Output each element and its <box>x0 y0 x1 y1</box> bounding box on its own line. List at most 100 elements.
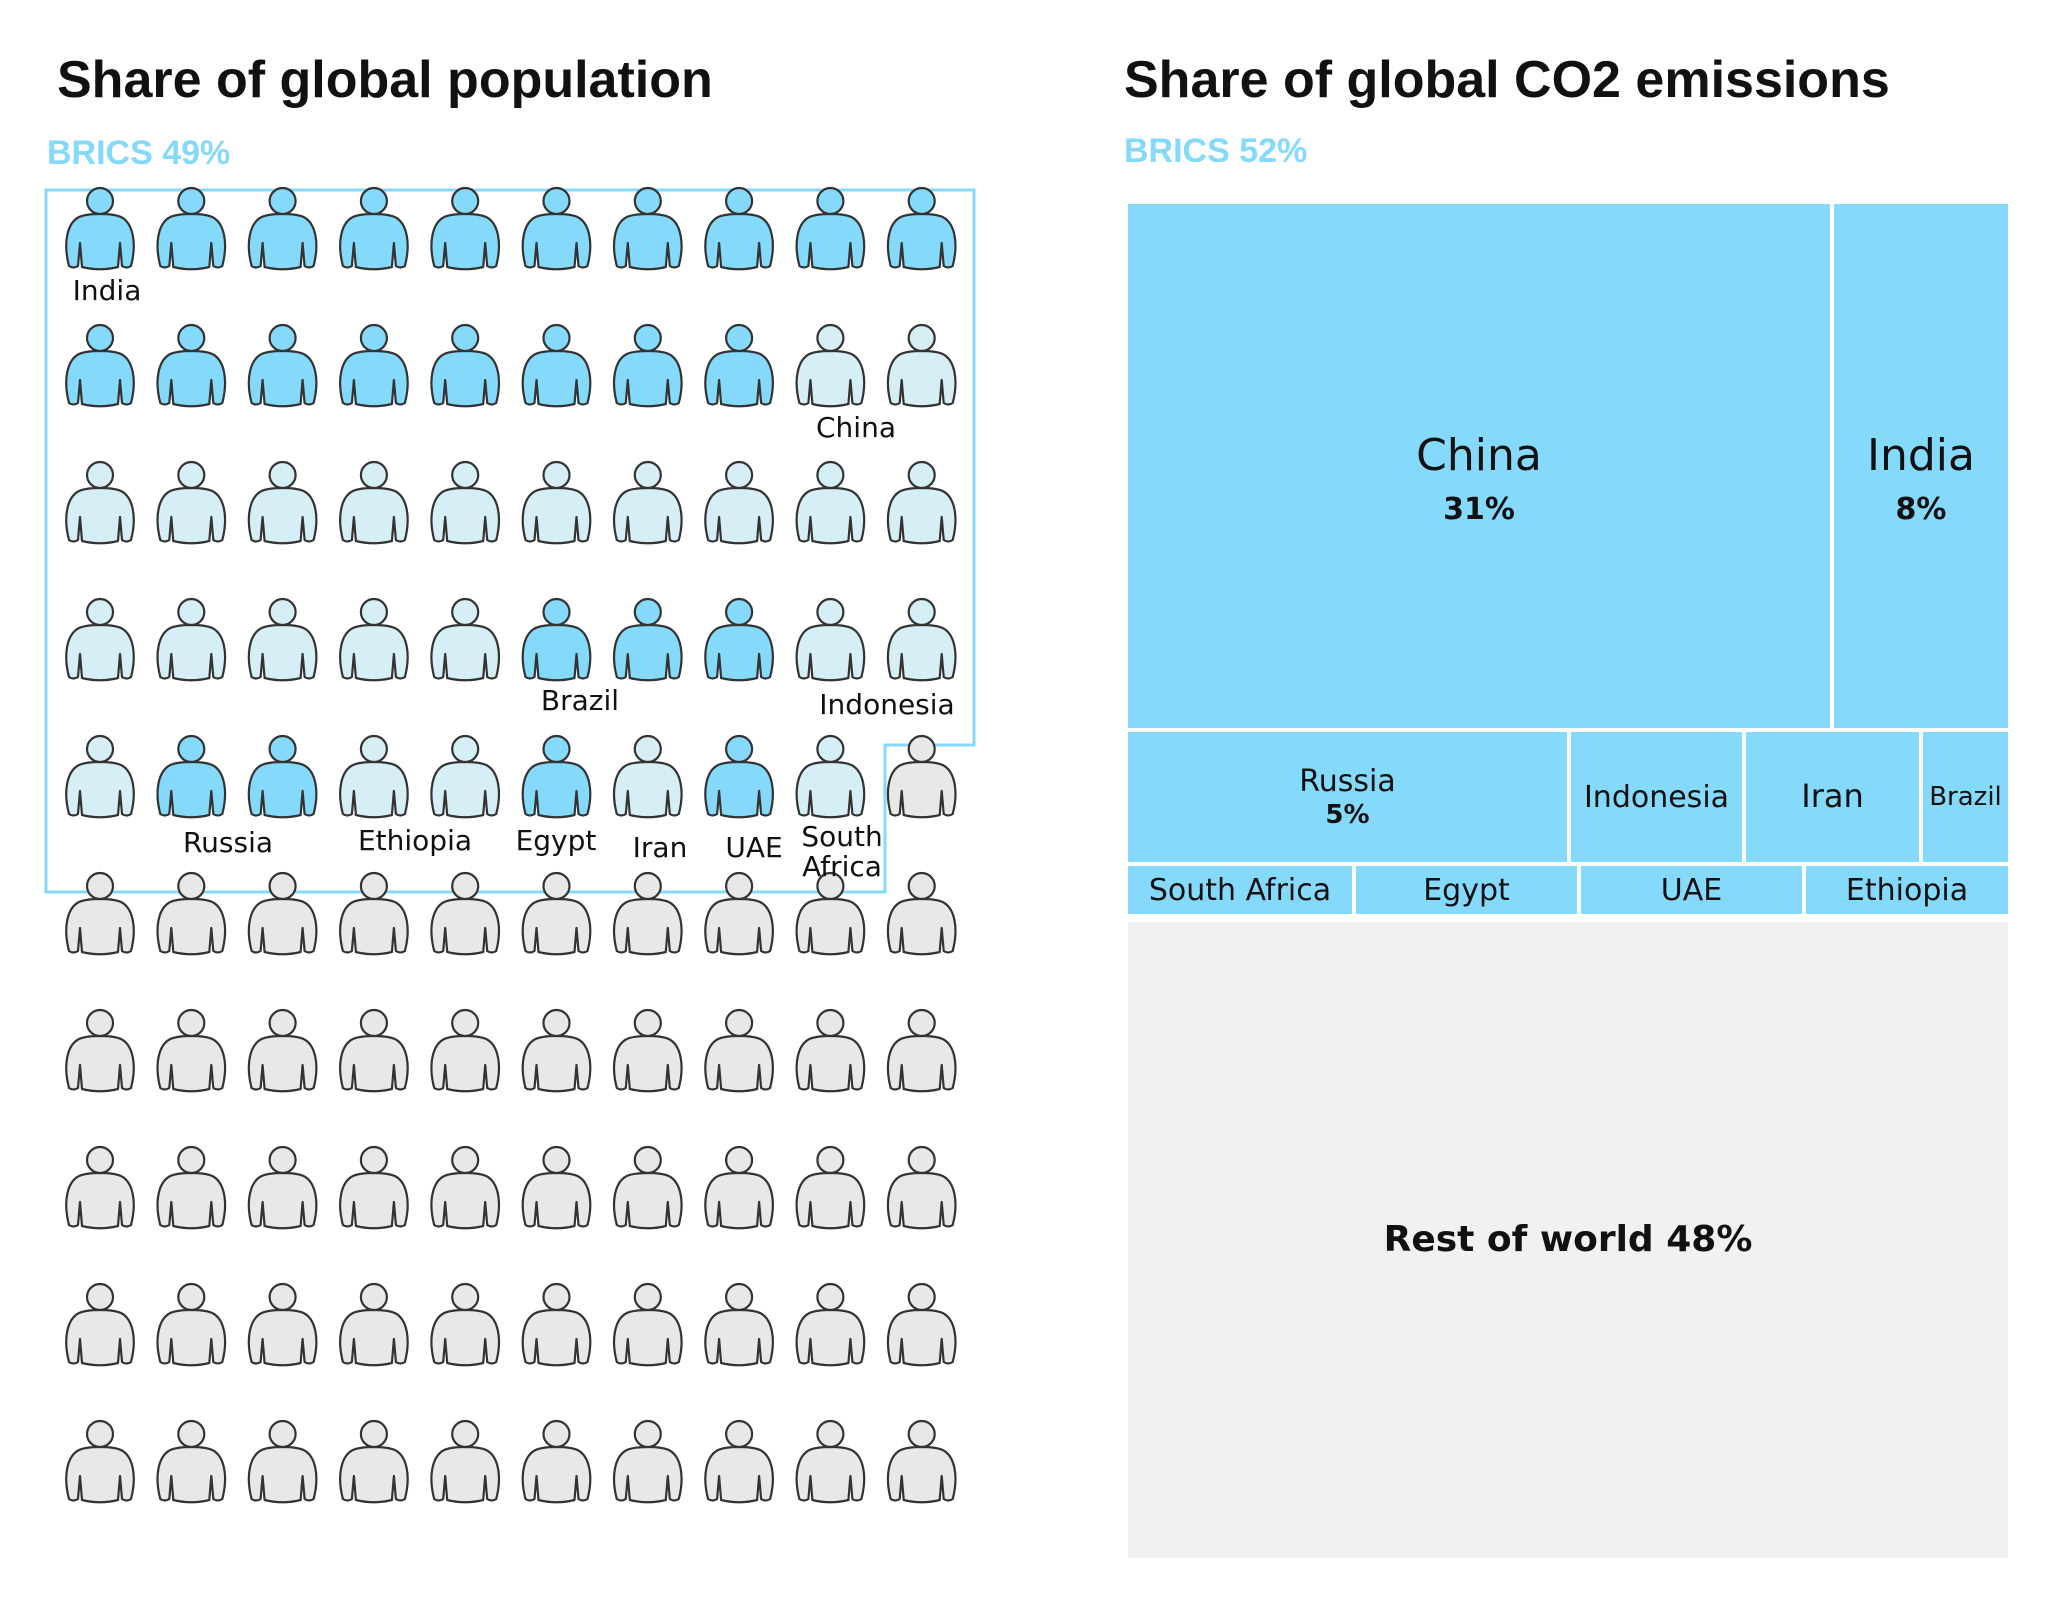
person-icon-china <box>65 734 135 819</box>
person-icon-rest-of-world <box>339 871 409 956</box>
person-icon-rest-of-world <box>65 871 135 956</box>
pictogram-label-india: India <box>73 274 142 307</box>
person-icon-rest-of-world <box>430 1008 500 1093</box>
treemap-name-india: India <box>1867 430 1975 481</box>
treemap-name-brazil: Brazil <box>1929 781 2002 812</box>
person-icon-rest-of-world <box>339 1008 409 1093</box>
person-icon-india <box>886 186 957 271</box>
person-icon-india <box>430 186 500 271</box>
treemap-name-egypt: Egypt <box>1423 872 1510 908</box>
person-icon-rest-of-world <box>886 1008 957 1093</box>
person-icon-china <box>430 597 500 682</box>
person-icon-rest-of-world <box>65 1145 135 1230</box>
treemap-label-egypt: Egypt <box>1356 866 1577 914</box>
person-icon-egypt <box>521 734 592 819</box>
pictogram-label-brazil: Brazil <box>541 684 619 717</box>
treemap-label-south-africa: South Africa <box>1128 866 1352 914</box>
person-icon-russia <box>247 734 318 819</box>
person-icon-brazil <box>704 597 774 682</box>
person-icon-china <box>795 323 866 408</box>
person-icon-rest-of-world <box>65 1008 135 1093</box>
person-icon-india <box>247 323 318 408</box>
treemap-label-indonesia: Indonesia <box>1571 732 1742 862</box>
person-icon-indonesia <box>886 597 957 682</box>
person-icon-china <box>65 597 135 682</box>
pictogram-label-iran: Iran <box>633 831 688 864</box>
person-icon-uae <box>704 734 774 819</box>
treemap-label-rest-of-world-48: Rest of world 48% <box>1128 922 2008 1558</box>
emissions-chart-title: Share of global CO2 emissions <box>1124 51 1890 109</box>
person-icon-rest-of-world <box>156 871 227 956</box>
treemap-label-russia: Russia 5% <box>1128 732 1567 862</box>
person-icon-india <box>156 186 227 271</box>
person-icon-china <box>795 460 866 545</box>
pictogram-label-indonesia: Indonesia <box>819 688 954 721</box>
person-icon-india <box>65 323 135 408</box>
person-icon-rest-of-world <box>430 1419 500 1504</box>
treemap-label-uae: UAE <box>1581 866 1802 914</box>
pictogram-label-russia: Russia <box>183 826 273 859</box>
population-brics-subtitle: BRICS 49% <box>47 134 231 172</box>
person-icon-rest-of-world <box>886 1145 957 1230</box>
person-icon-rest-of-world <box>156 1145 227 1230</box>
pictogram-label-ethiopia: Ethiopia <box>358 824 472 857</box>
treemap-label-iran: Iran <box>1746 732 1919 862</box>
person-icon-china <box>65 460 135 545</box>
person-icon-rest-of-world <box>704 871 774 956</box>
treemap-value-india: 8% <box>1895 492 1947 528</box>
person-icon-rest-of-world <box>795 871 866 956</box>
person-icon-rest-of-world <box>795 1008 866 1093</box>
treemap-label-india: India 8% <box>1834 204 2008 728</box>
person-icon-india <box>430 323 500 408</box>
person-icon-rest-of-world <box>521 1145 592 1230</box>
person-icon-india <box>795 186 866 271</box>
person-icon-rest-of-world <box>521 1008 592 1093</box>
treemap-value-russia: 5% <box>1325 799 1370 830</box>
treemap-label-brazil: Brazil <box>1923 732 2008 862</box>
treemap-name-china: China <box>1416 430 1542 481</box>
population-chart-title: Share of global population <box>57 51 713 109</box>
person-icon-china <box>156 460 227 545</box>
person-icon-rest-of-world <box>339 1419 409 1504</box>
person-icon-rest-of-world <box>247 1008 318 1093</box>
treemap-name-rest-of-world-48: Rest of world 48% <box>1383 1219 1753 1261</box>
person-icon-rest-of-world <box>521 1419 592 1504</box>
emissions-brics-subtitle: BRICS 52% <box>1124 132 1308 170</box>
treemap-label-ethiopia: Ethiopia <box>1806 866 2008 914</box>
person-icon-india <box>339 323 409 408</box>
person-icon-iran <box>613 734 683 819</box>
person-icon-china <box>247 460 318 545</box>
person-icon-india <box>613 186 683 271</box>
person-icon-rest-of-world <box>156 1282 227 1367</box>
person-icon-rest-of-world <box>613 1008 683 1093</box>
treemap-name-ethiopia: Ethiopia <box>1845 872 1969 908</box>
person-icon-rest-of-world <box>886 1419 957 1504</box>
person-icon-rest-of-world <box>704 1008 774 1093</box>
person-icon-rest-of-world <box>430 1145 500 1230</box>
person-icon-rest-of-world <box>613 1145 683 1230</box>
treemap-name-iran: Iran <box>1801 777 1864 816</box>
person-icon-brazil <box>613 597 683 682</box>
pictogram-label-uae: UAE <box>725 831 782 864</box>
person-icon-rest-of-world <box>521 871 592 956</box>
person-icon-india <box>156 323 227 408</box>
brics-outline <box>44 188 976 894</box>
population-pictogram: India China Brazil Indonesia Russia Ethiopia E… <box>44 186 976 1504</box>
pictogram-label-china: China <box>816 411 896 444</box>
person-icon-china <box>886 460 957 545</box>
person-icon-rest-of-world <box>886 734 957 819</box>
person-icon-russia <box>156 734 227 819</box>
person-icon-india <box>704 186 774 271</box>
treemap-label-china: China 31% <box>1128 204 1830 728</box>
person-icon-south-africa <box>795 734 866 819</box>
person-icon-india <box>247 186 318 271</box>
person-icon-india <box>704 323 774 408</box>
person-icon-china <box>886 323 957 408</box>
person-icon-china <box>247 597 318 682</box>
person-icon-rest-of-world <box>430 871 500 956</box>
person-icon-china <box>521 460 592 545</box>
person-icon-rest-of-world <box>704 1282 774 1367</box>
person-icon-rest-of-world <box>613 1419 683 1504</box>
person-icon-rest-of-world <box>156 1008 227 1093</box>
person-icon-india <box>613 323 683 408</box>
